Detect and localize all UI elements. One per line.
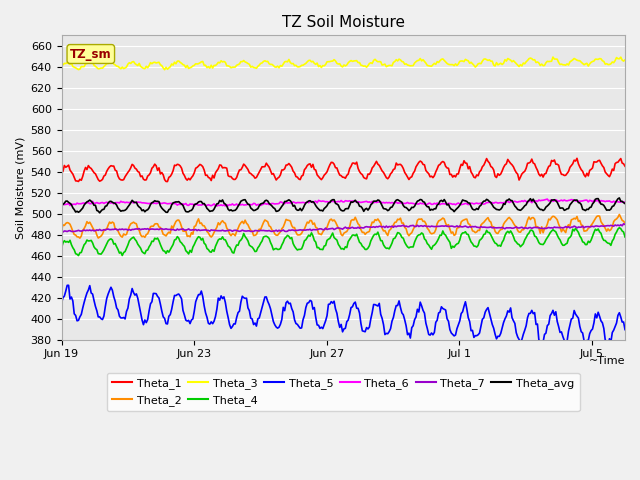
Theta_7 [413,222,421,228]
Theta_5 [468,327,476,333]
Theta_avg [413,198,421,204]
Theta_avg [96,210,104,216]
Theta_1 [243,165,250,170]
Y-axis label: Soil Moisture (mV): Soil Moisture (mV) [15,136,25,239]
Theta_5 [65,282,72,288]
Theta_2 [243,220,250,226]
Theta_4 [75,252,83,258]
Theta_6 [243,202,250,208]
Theta_7 [620,221,627,227]
Text: ~Time: ~Time [589,357,625,366]
Line: Theta_2: Theta_2 [61,215,625,238]
Theta_1 [282,162,290,168]
Theta_6 [621,199,629,205]
Theta_2 [621,220,629,226]
Theta_1 [413,162,421,168]
Theta_avg [468,206,476,212]
Theta_1 [164,179,172,184]
Theta_3 [58,63,65,69]
Theta_2 [616,212,623,217]
Line: Theta_6: Theta_6 [61,199,625,206]
Theta_3 [621,57,629,63]
Theta_3 [243,60,250,65]
Theta_avg [616,195,623,201]
Theta_7 [466,224,474,229]
Theta_avg [282,199,290,204]
Theta_6 [468,201,476,206]
Theta_avg [243,199,250,205]
Theta_1 [621,163,629,169]
Line: Theta_avg: Theta_avg [61,198,625,213]
Theta_6 [543,196,551,202]
Theta_3 [466,60,474,66]
Theta_7 [59,229,67,235]
Text: TZ_sm: TZ_sm [70,48,111,60]
Theta_7 [127,228,134,233]
Line: Theta_7: Theta_7 [61,224,625,232]
Theta_2 [127,221,134,227]
Theta_3 [161,67,168,72]
Theta_2 [413,217,421,223]
Theta_5 [413,306,421,312]
Theta_1 [573,156,581,161]
Theta_4 [282,234,290,240]
Theta_7 [58,228,65,234]
Theta_5 [127,292,134,298]
Theta_6 [282,199,290,205]
Line: Theta_1: Theta_1 [61,158,625,181]
Theta_1 [468,171,476,177]
Theta_4 [621,234,629,240]
Theta_6 [413,201,421,207]
Line: Theta_5: Theta_5 [61,285,625,347]
Theta_2 [282,216,290,222]
Theta_3 [282,59,290,64]
Legend: Theta_1, Theta_2, Theta_3, Theta_4, Theta_5, Theta_6, Theta_7, Theta_avg: Theta_1, Theta_2, Theta_3, Theta_4, Thet… [107,372,580,411]
Theta_4 [616,225,623,230]
Line: Theta_4: Theta_4 [61,228,625,255]
Theta_5 [604,344,612,349]
Theta_2 [468,228,476,234]
Theta_3 [125,60,133,66]
Theta_3 [468,61,476,67]
Theta_7 [468,224,476,229]
Theta_4 [243,236,250,241]
Line: Theta_3: Theta_3 [61,57,625,70]
Theta_avg [621,201,629,206]
Theta_4 [413,233,421,239]
Theta_5 [58,300,65,306]
Theta_6 [213,203,221,209]
Theta_2 [466,222,474,228]
Theta_avg [466,200,474,206]
Title: TZ Soil Moisture: TZ Soil Moisture [282,15,404,30]
Theta_6 [466,201,474,207]
Theta_4 [466,236,474,241]
Theta_5 [243,295,250,301]
Theta_2 [58,228,65,233]
Theta_7 [243,228,250,234]
Theta_5 [466,319,474,324]
Theta_1 [125,168,133,173]
Theta_4 [58,245,65,251]
Theta_6 [58,201,65,207]
Theta_7 [282,228,290,234]
Theta_6 [125,200,133,205]
Theta_7 [621,222,629,228]
Theta_4 [468,240,476,246]
Theta_5 [282,300,290,306]
Theta_1 [466,164,474,169]
Theta_3 [549,54,557,60]
Theta_1 [58,170,65,176]
Theta_2 [76,235,84,241]
Theta_avg [58,204,65,209]
Theta_avg [127,200,134,206]
Theta_5 [621,327,629,333]
Theta_4 [127,236,134,242]
Theta_3 [413,58,421,63]
